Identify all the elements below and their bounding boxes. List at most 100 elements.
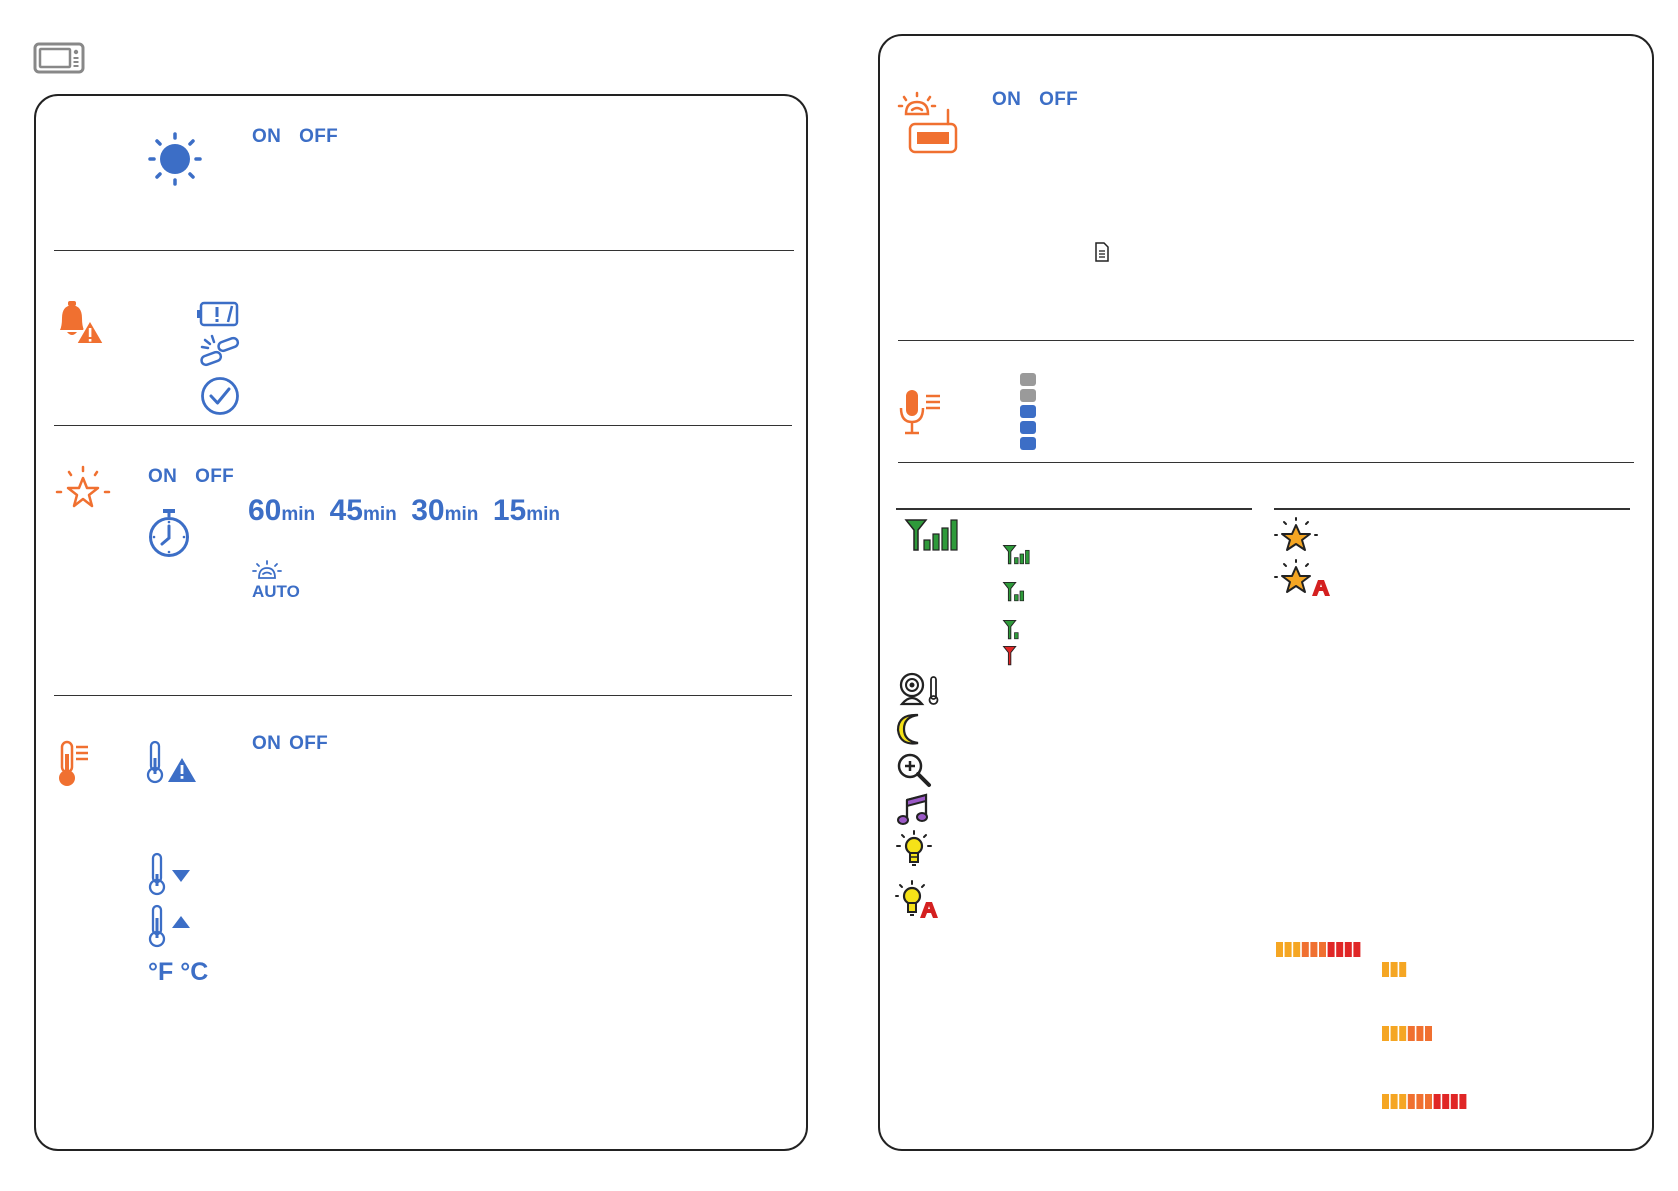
auto-icon xyxy=(252,560,282,579)
sensitivity-level xyxy=(1020,437,1036,450)
thermometer-down-icon xyxy=(148,852,190,896)
on-label[interactable]: ON xyxy=(252,126,282,147)
off-label[interactable]: OFF xyxy=(1039,89,1079,110)
thermometer-up-icon xyxy=(148,904,190,948)
stopwatch-icon xyxy=(149,509,189,557)
divider xyxy=(54,695,792,696)
sensitivity-level xyxy=(1020,421,1036,434)
night-light-onoff: ON OFF xyxy=(148,466,252,488)
signal-bar xyxy=(932,533,940,551)
volume-segment xyxy=(1399,962,1407,977)
volume-segment xyxy=(1399,1026,1407,1041)
volume-segment xyxy=(1382,962,1389,977)
signal-antenna xyxy=(1002,619,1017,640)
sensitivity-level xyxy=(1020,389,1036,402)
on-label[interactable]: ON xyxy=(992,89,1022,110)
bulb-icon xyxy=(896,830,932,866)
volume-segment xyxy=(1382,1026,1389,1041)
timer-option-30[interactable]: 30min xyxy=(411,494,479,527)
volume-segment xyxy=(1416,1026,1424,1041)
signal-icon xyxy=(904,519,958,551)
volume-segment xyxy=(1336,942,1344,957)
on-label[interactable]: ON xyxy=(148,466,178,487)
sensitivity-bars xyxy=(1020,373,1036,450)
volume-segment xyxy=(1416,1094,1424,1109)
signal-bar xyxy=(1014,632,1019,640)
music-icon xyxy=(897,793,928,825)
volume-segment xyxy=(1407,1026,1415,1041)
off-label[interactable]: OFF xyxy=(195,466,235,487)
on-label[interactable]: ON xyxy=(252,733,282,754)
left-panel xyxy=(34,94,808,1151)
battery-warning-icon xyxy=(197,301,239,327)
volume-segment xyxy=(1276,942,1283,957)
volume-segment xyxy=(1310,942,1318,957)
volume-segment xyxy=(1344,942,1352,957)
volume-segment xyxy=(1327,942,1335,957)
link-broken-icon xyxy=(200,334,240,367)
timer-options: 60min 45min 30min 15min xyxy=(248,494,570,528)
volume-bar-icon xyxy=(1382,962,1407,977)
divider xyxy=(896,508,1252,510)
divider xyxy=(1274,508,1630,510)
divider xyxy=(898,462,1634,463)
sensitivity-level xyxy=(1020,373,1036,386)
thermometer-warning-icon xyxy=(146,740,196,784)
volume-bar-icon xyxy=(1382,1094,1467,1109)
volume-segment xyxy=(1425,1094,1432,1109)
signal-antenna xyxy=(904,519,928,551)
check-circle-icon xyxy=(201,377,239,415)
signal-bar xyxy=(923,539,931,551)
volume-segment xyxy=(1390,1026,1398,1041)
moon-icon xyxy=(896,713,919,745)
volume-segment xyxy=(1293,942,1301,957)
brightness-onoff: ON OFF xyxy=(252,126,356,148)
signal-bar xyxy=(1019,553,1025,565)
star-auto-icon xyxy=(1274,559,1330,596)
volume-segment xyxy=(1390,962,1398,977)
camera-1-icon xyxy=(899,672,939,706)
timer-option-60[interactable]: 60min xyxy=(248,494,316,527)
signal-bar xyxy=(1019,590,1025,602)
volume-segment xyxy=(1459,1094,1467,1109)
signal-bar xyxy=(1014,594,1019,602)
signal-bar xyxy=(1014,557,1019,565)
volume-segment xyxy=(1407,1094,1415,1109)
sensitivity-level xyxy=(1020,405,1036,418)
volume-segment xyxy=(1399,1094,1407,1109)
temperature-onoff: ON OFF xyxy=(252,733,346,755)
zoom-icon xyxy=(897,753,931,787)
timer-option-15[interactable]: 15min xyxy=(492,494,560,527)
off-label[interactable]: OFF xyxy=(299,126,339,147)
volume-segment xyxy=(1425,1026,1432,1041)
document-icon xyxy=(1095,242,1109,262)
volume-segment xyxy=(1301,942,1309,957)
bell-warning-icon xyxy=(60,301,106,345)
volume-segment xyxy=(1433,1094,1441,1109)
volume-segment xyxy=(1450,1094,1458,1109)
timer-option-45[interactable]: 45min xyxy=(329,494,397,527)
bulb-auto-icon xyxy=(895,880,938,918)
auto-label[interactable]: AUTO xyxy=(252,582,300,601)
volume-segment xyxy=(1442,1094,1450,1109)
volume-segment xyxy=(1353,942,1361,957)
divider xyxy=(898,340,1634,341)
signal-bar xyxy=(941,527,949,551)
camera-alarm-icon xyxy=(897,91,958,154)
microphone-icon xyxy=(899,390,940,435)
signal-antenna xyxy=(1002,544,1017,565)
thermometer-icon xyxy=(59,740,88,786)
signal-bar xyxy=(950,519,958,551)
sun-icon xyxy=(148,132,202,186)
temperature-unit-label[interactable]: °F °C xyxy=(148,958,209,986)
volume-bar-icon xyxy=(1382,1026,1432,1041)
monitor-icon xyxy=(33,42,85,74)
volume-bar-icon xyxy=(1276,942,1361,957)
signal-antenna xyxy=(1002,581,1017,602)
volume-segment xyxy=(1390,1094,1398,1109)
divider xyxy=(54,425,792,426)
volume-segment xyxy=(1382,1094,1389,1109)
signal-antenna xyxy=(1002,645,1017,666)
divider xyxy=(54,250,794,251)
off-label[interactable]: OFF xyxy=(289,733,329,754)
